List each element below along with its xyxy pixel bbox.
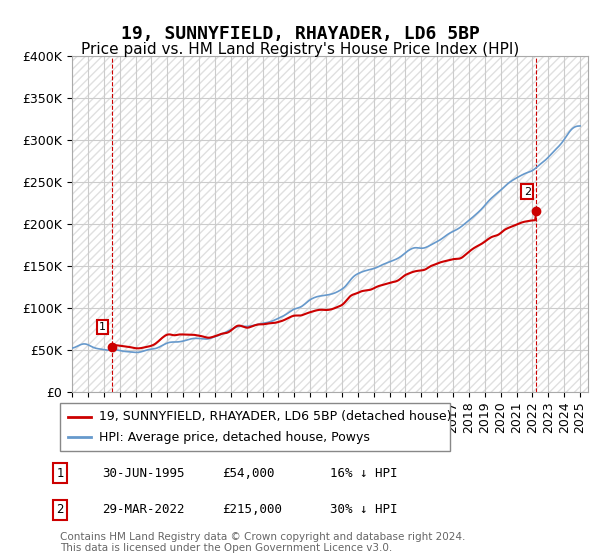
Text: 1: 1	[99, 322, 106, 332]
Text: 30% ↓ HPI: 30% ↓ HPI	[330, 503, 398, 516]
Bar	[72, 56, 588, 392]
Text: 29-MAR-2022: 29-MAR-2022	[102, 503, 185, 516]
Text: £215,000: £215,000	[222, 503, 282, 516]
Text: Contains HM Land Registry data © Crown copyright and database right 2024.
This d: Contains HM Land Registry data © Crown c…	[60, 531, 466, 553]
Text: 30-JUN-1995: 30-JUN-1995	[102, 466, 185, 480]
Text: £54,000: £54,000	[222, 466, 275, 480]
Text: HPI: Average price, detached house, Powys: HPI: Average price, detached house, Powy…	[99, 431, 370, 444]
Text: Price paid vs. HM Land Registry's House Price Index (HPI): Price paid vs. HM Land Registry's House …	[81, 42, 519, 57]
Text: 19, SUNNYFIELD, RHAYADER, LD6 5BP (detached house): 19, SUNNYFIELD, RHAYADER, LD6 5BP (detac…	[99, 410, 452, 423]
Text: 2: 2	[524, 186, 531, 197]
Text: 2: 2	[56, 503, 64, 516]
Text: 19, SUNNYFIELD, RHAYADER, LD6 5BP: 19, SUNNYFIELD, RHAYADER, LD6 5BP	[121, 25, 479, 43]
FancyBboxPatch shape	[60, 403, 450, 451]
Text: 16% ↓ HPI: 16% ↓ HPI	[330, 466, 398, 480]
Text: 1: 1	[56, 466, 64, 480]
